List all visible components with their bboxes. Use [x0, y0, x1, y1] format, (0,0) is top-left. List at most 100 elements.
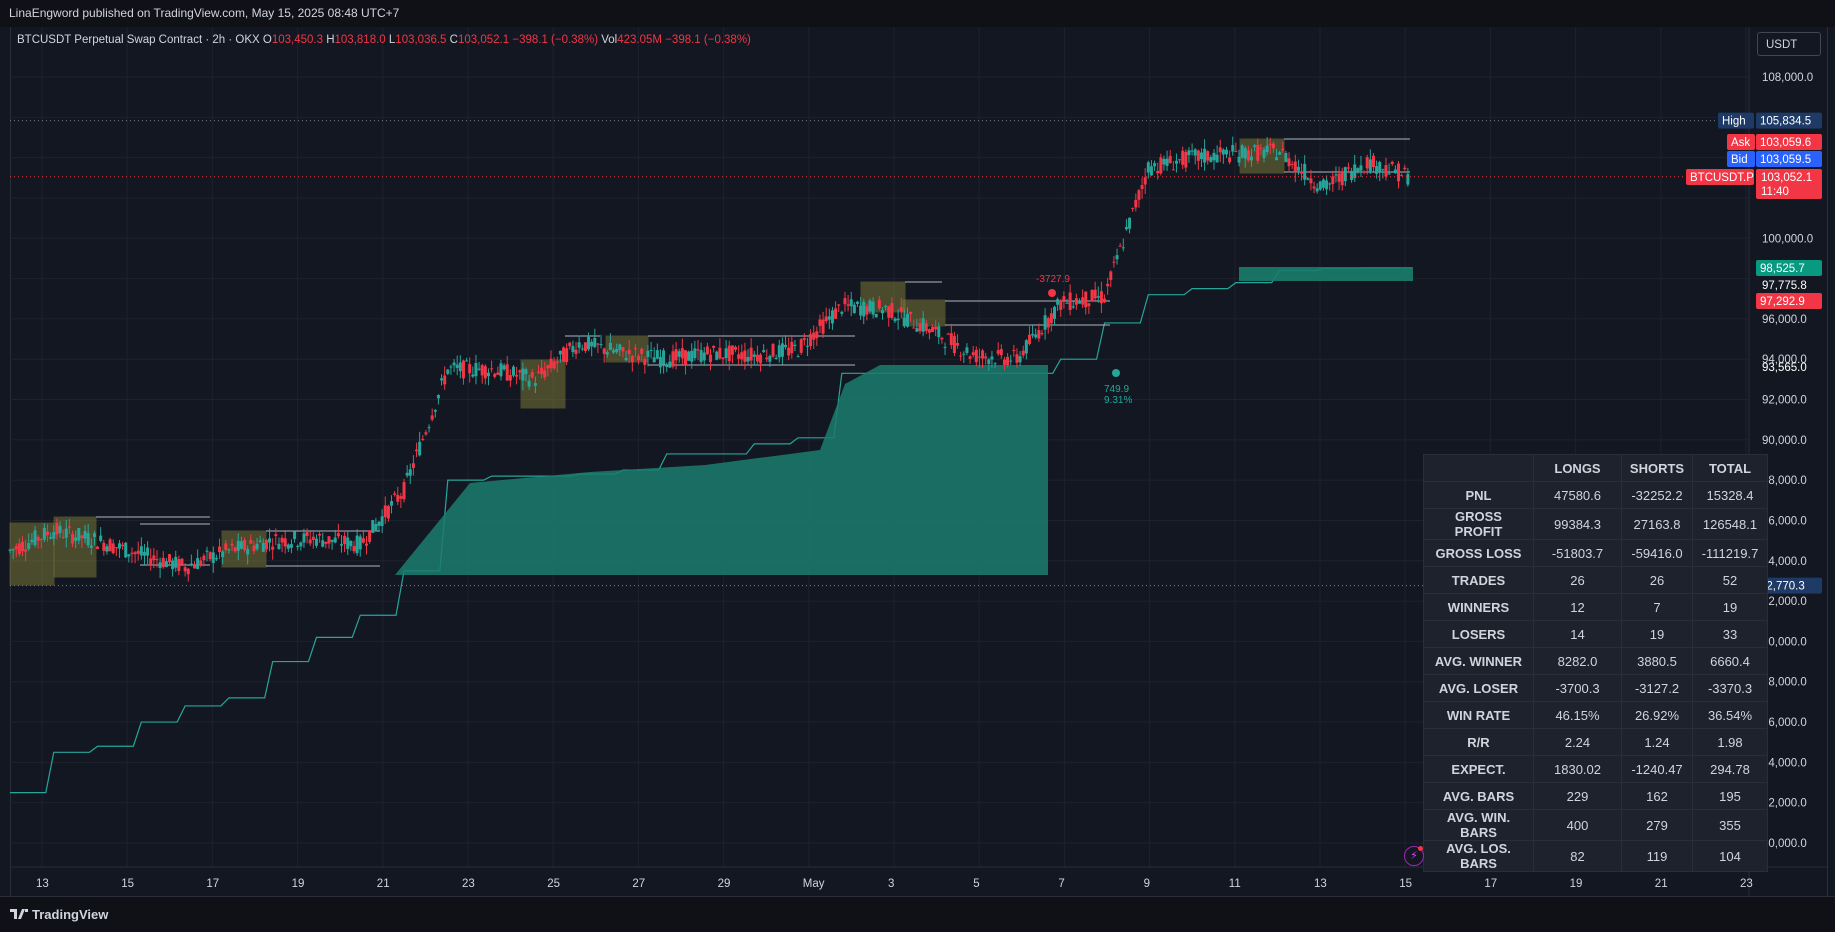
candle-body: [618, 344, 622, 350]
candle-body: [1024, 340, 1028, 354]
candle-body: [243, 540, 247, 550]
candle-body: [1146, 162, 1150, 173]
price-axis-tick: 86,000.0: [1762, 515, 1807, 527]
candle-body: [621, 347, 625, 352]
publisher-banner: LinaEngword published on TradingView.com…: [0, 0, 1835, 27]
candle-body: [1165, 158, 1169, 166]
symbol-legend: BTCUSDT Perpetual Swap Contract · 2h · O…: [17, 34, 751, 46]
candle-body: [199, 560, 203, 566]
candle-body: [249, 539, 253, 544]
time-axis-tick: 27: [632, 878, 645, 890]
candle-body: [30, 539, 34, 543]
candle-body: [981, 350, 985, 359]
candle-body: [802, 338, 806, 341]
candle-body: [1356, 168, 1360, 173]
lightning-icon[interactable]: ⚡: [1404, 846, 1424, 866]
tradingview-logo[interactable]: TradingView: [10, 907, 108, 922]
candle-body: [296, 545, 300, 548]
candle-body: [762, 350, 766, 353]
stats-longs-cell: 12: [1533, 593, 1622, 621]
candle-body: [117, 543, 121, 549]
stats-shorts-cell: -1240.47: [1621, 755, 1693, 783]
candle-body: [890, 303, 894, 318]
candle-body: [527, 380, 531, 387]
stats-total-cell: 52: [1692, 566, 1768, 594]
candle-body: [461, 360, 465, 379]
stats-longs-cell: 82: [1533, 840, 1622, 872]
candle-body: [102, 542, 106, 551]
candle-body: [52, 532, 56, 539]
legend-o-value: 103,450.3: [271, 34, 323, 46]
candle-body: [862, 301, 866, 317]
candle-body: [1312, 186, 1316, 189]
time-axis-tick: 13: [1314, 878, 1327, 890]
candle-body: [17, 543, 21, 555]
candle-body: [496, 372, 500, 375]
candle-body: [871, 301, 875, 315]
candle-body: [799, 339, 803, 353]
candle-body: [837, 304, 841, 306]
candle-body: [186, 568, 190, 575]
candle-body: [1306, 178, 1310, 180]
candle-body: [1381, 169, 1385, 171]
candle-body: [155, 559, 159, 561]
bid-badge-label: Bid: [1731, 154, 1748, 166]
candle-body: [92, 533, 96, 538]
candle-body: [358, 536, 362, 550]
candle-body: [956, 342, 960, 346]
candle-body: [480, 365, 484, 376]
candle-body: [333, 537, 337, 543]
stats-row: GROSS LOSS -51803.7 -59416.0 -111219.7: [1423, 539, 1768, 567]
candle-body: [1215, 154, 1219, 163]
candle-body: [1268, 143, 1272, 145]
price-axis-tick: 108,000.0: [1762, 72, 1813, 84]
long-gain-label: 749.9: [1104, 384, 1129, 395]
candle-body: [968, 356, 972, 359]
candle-body: [233, 547, 237, 552]
candle-body: [780, 343, 784, 357]
legend-symbol[interactable]: BTCUSDT Perpetual Swap Contract · 2h · O…: [17, 34, 260, 46]
candle-body: [1140, 185, 1144, 189]
candle-body: [1018, 356, 1022, 363]
stats-row-label: AVG. BARS: [1423, 782, 1534, 810]
candle-body: [946, 333, 950, 335]
time-axis-tick: May: [803, 878, 825, 890]
candle-body: [383, 505, 387, 518]
candle-body: [1290, 163, 1294, 165]
candle-body: [405, 472, 409, 476]
candle-body: [1121, 247, 1125, 249]
time-axis-tick: 21: [377, 878, 390, 890]
candle-body: [1284, 152, 1288, 163]
candle-body: [1015, 354, 1019, 363]
footer: TradingView: [0, 896, 1835, 932]
high-badge-label-bg: [1718, 112, 1754, 129]
long-position-area: [395, 365, 1048, 575]
candle-body: [965, 347, 969, 353]
candle-body: [1174, 160, 1178, 164]
candle-body: [1046, 318, 1050, 328]
candle-body: [321, 540, 325, 547]
candle-body: [1259, 147, 1263, 149]
candle-body: [1243, 148, 1247, 159]
candle-body: [1325, 180, 1329, 190]
stats-shorts-cell: 26: [1621, 566, 1693, 594]
candle-body: [931, 326, 935, 332]
stats-row-label: WINNERS: [1423, 593, 1534, 621]
stats-row: R/R 2.24 1.24 1.98: [1423, 728, 1768, 756]
legend-vol-value: 423.05M: [617, 34, 662, 46]
candle-body: [274, 534, 278, 536]
candle-body: [58, 525, 62, 534]
candle-body: [377, 521, 381, 526]
candle-body: [355, 535, 359, 554]
stats-shorts-cell: 279: [1621, 809, 1693, 841]
candle-body: [784, 344, 788, 348]
candle-body: [1056, 299, 1060, 305]
candle-body: [1387, 173, 1391, 175]
candle-body: [418, 441, 422, 456]
candle-body: [927, 329, 931, 333]
currency-selector[interactable]: USDT: [1757, 32, 1821, 56]
candle-body: [646, 350, 650, 358]
ask-badge-label: Ask: [1731, 137, 1750, 149]
stats-shorts-cell: 1.24: [1621, 728, 1693, 756]
candle-body: [33, 530, 37, 546]
